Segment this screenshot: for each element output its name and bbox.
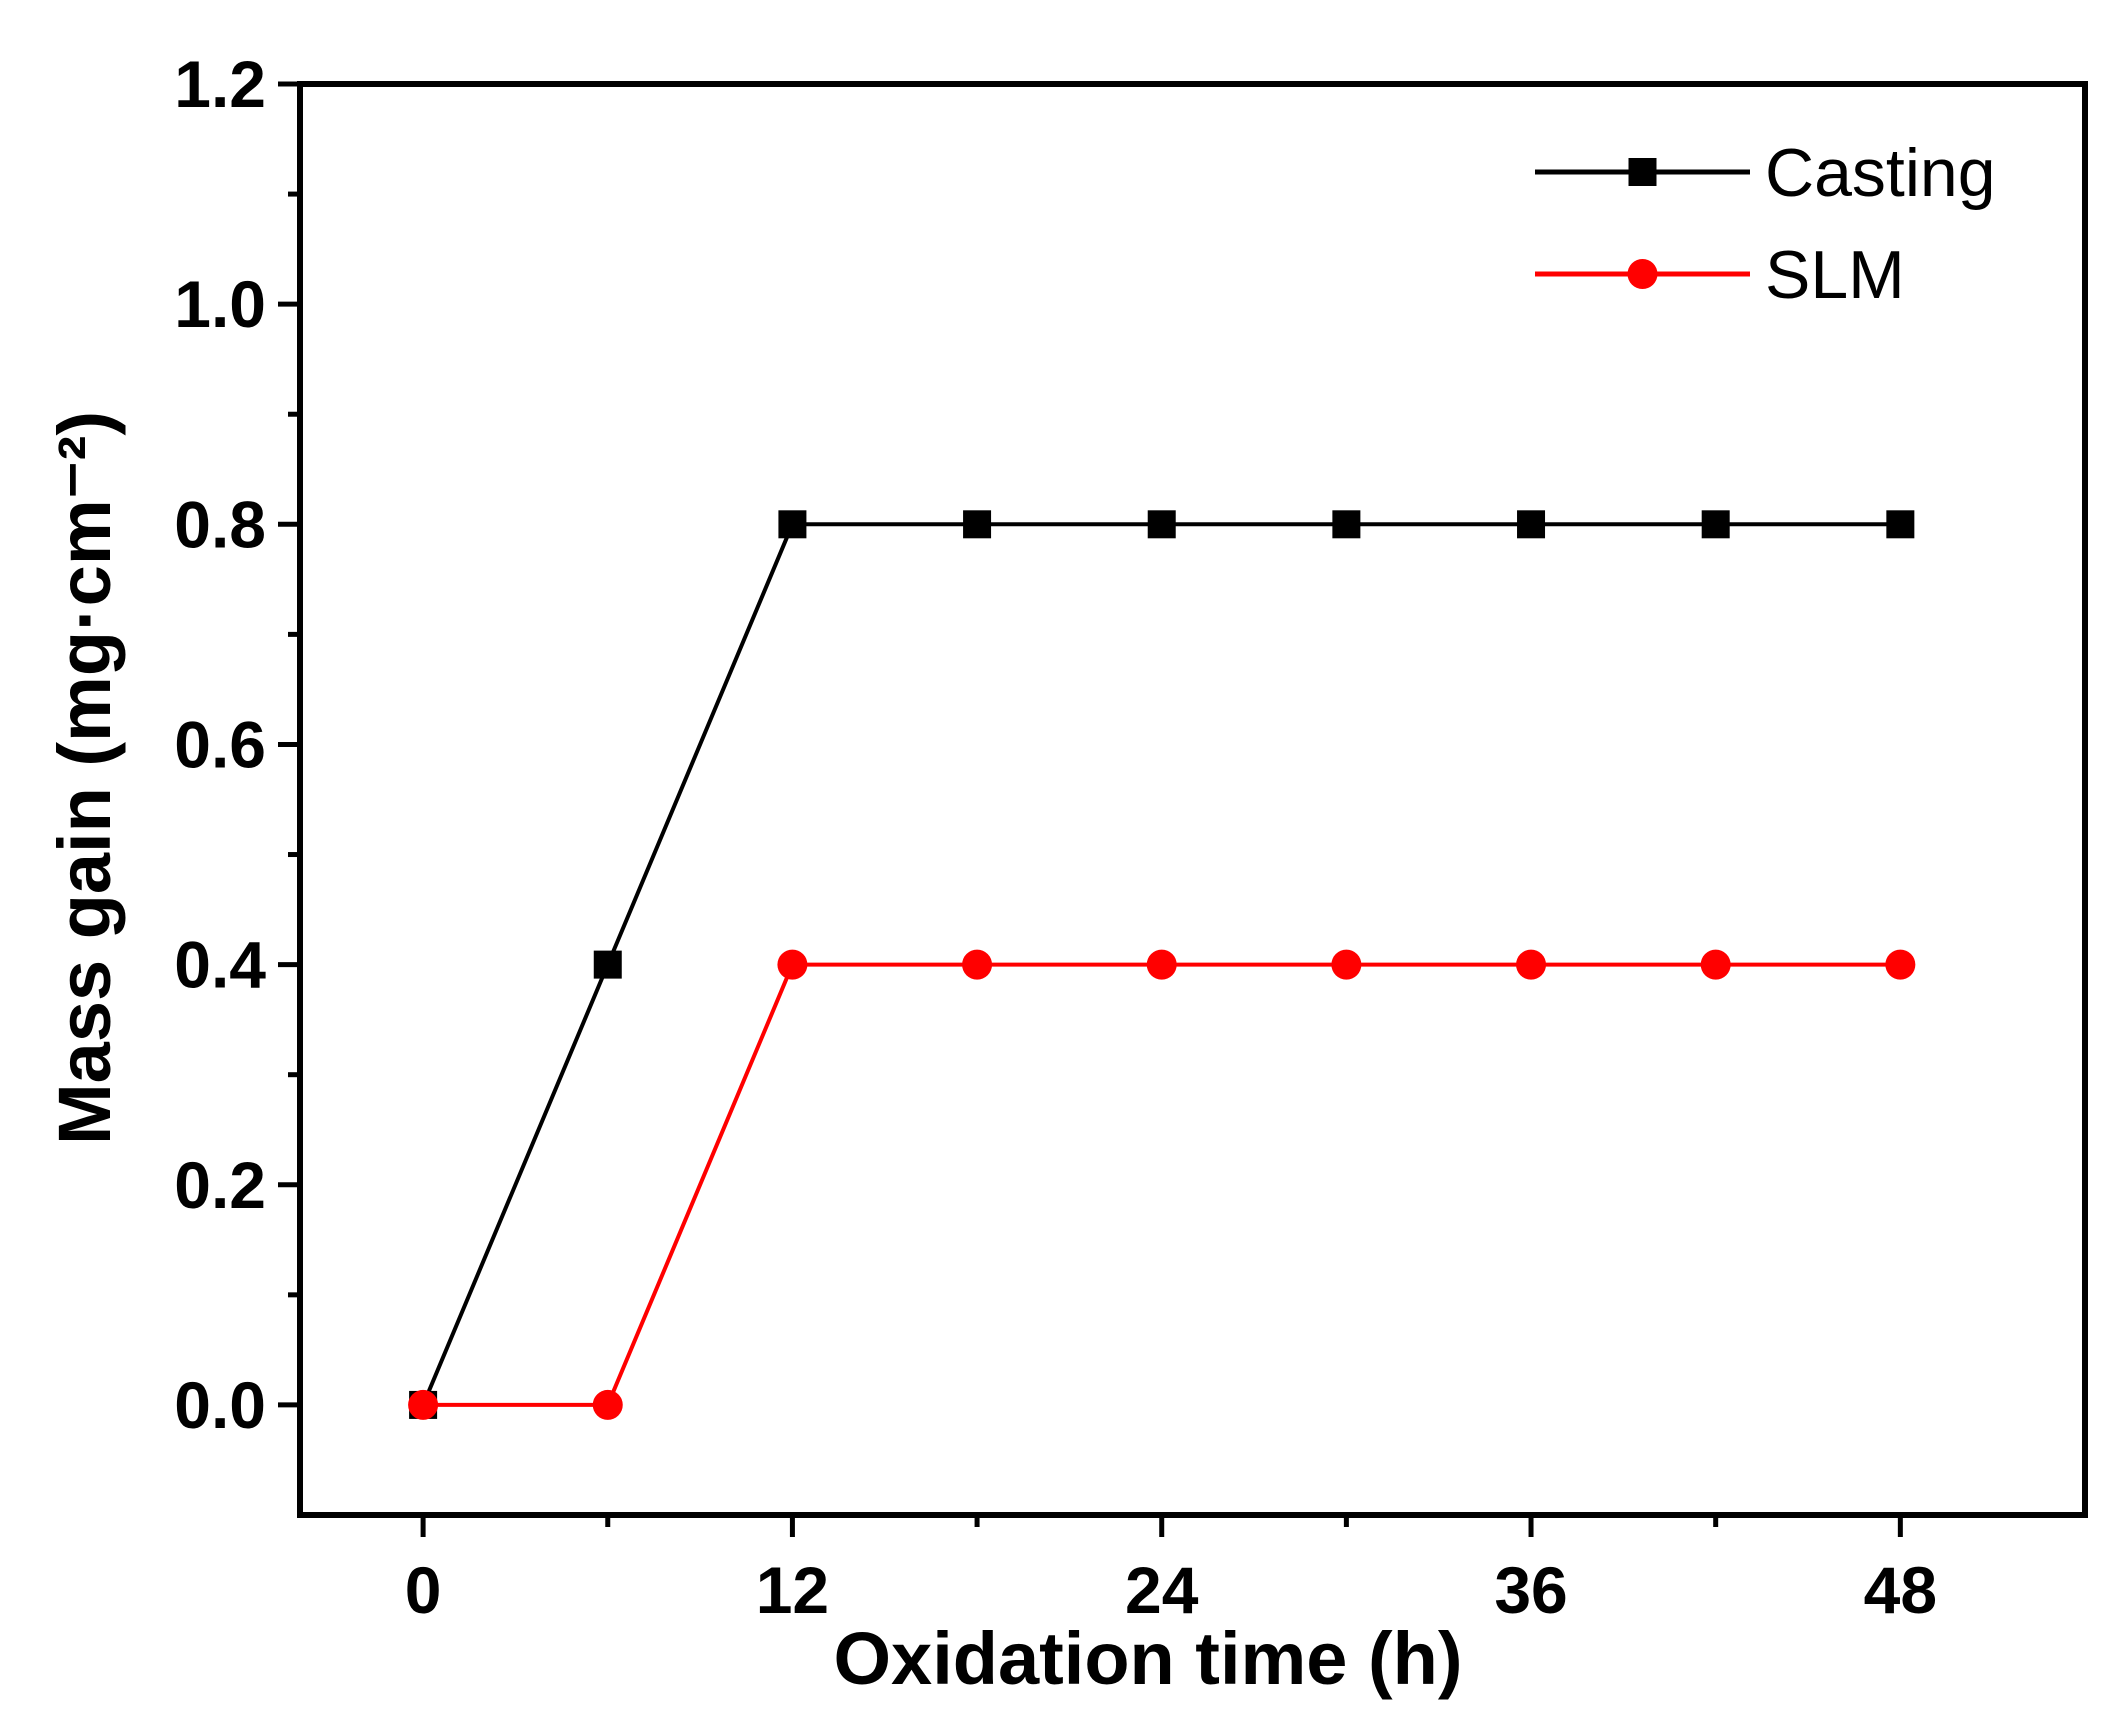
legend-marker-casting [1628,158,1657,186]
series-layer [408,510,1916,1420]
data-point-slm [408,1389,439,1420]
x-tick-label: 48 [1864,1553,1937,1627]
data-point-slm [592,1389,623,1420]
plot-frame [297,81,2088,1518]
data-point-slm [962,949,993,980]
x-tick-label: 24 [1125,1553,1199,1627]
y-tick-label: 0.0 [174,1368,266,1442]
data-point-casting [1147,510,1176,539]
x-tick-label: 0 [405,1553,442,1627]
y-tick-label: 1.0 [174,267,266,341]
axes: 0 12 24 36 48 0.0 0.2 0.4 0.6 0.8 1.0 1.2 [174,47,2088,1627]
data-point-casting [1332,510,1361,539]
legend-marker-slm [1627,259,1658,289]
y-tick-label: 0.4 [174,928,266,1002]
data-point-casting [778,510,807,539]
y-tick-label: 0.6 [174,707,266,781]
data-point-casting [1701,510,1730,539]
data-point-casting [1517,510,1546,539]
data-point-slm [1516,949,1547,980]
y-tick-label: 0.8 [174,487,266,561]
legend: Casting SLM [1535,135,1996,313]
data-point-slm [1885,949,1916,980]
data-point-casting [1886,510,1915,539]
data-point-slm [777,949,808,980]
data-point-slm [1700,949,1731,980]
data-point-slm [1331,949,1362,980]
y-tick-label: 1.2 [174,47,266,121]
data-point-casting [963,510,992,539]
data-point-slm [1146,949,1177,980]
y-tick-label: 0.2 [174,1148,266,1222]
data-point-casting [593,950,622,979]
y-axis-title: Mass gain (mg·cm⁻²) [43,411,126,1145]
legend-label-slm: SLM [1765,237,1905,313]
x-axis-title: Oxidation time (h) [834,1617,1463,1700]
legend-label-casting: Casting [1765,135,1996,211]
series-line-slm [423,962,1901,1407]
x-tick-label: 36 [1494,1553,1567,1627]
x-tick-label: 12 [756,1553,829,1627]
